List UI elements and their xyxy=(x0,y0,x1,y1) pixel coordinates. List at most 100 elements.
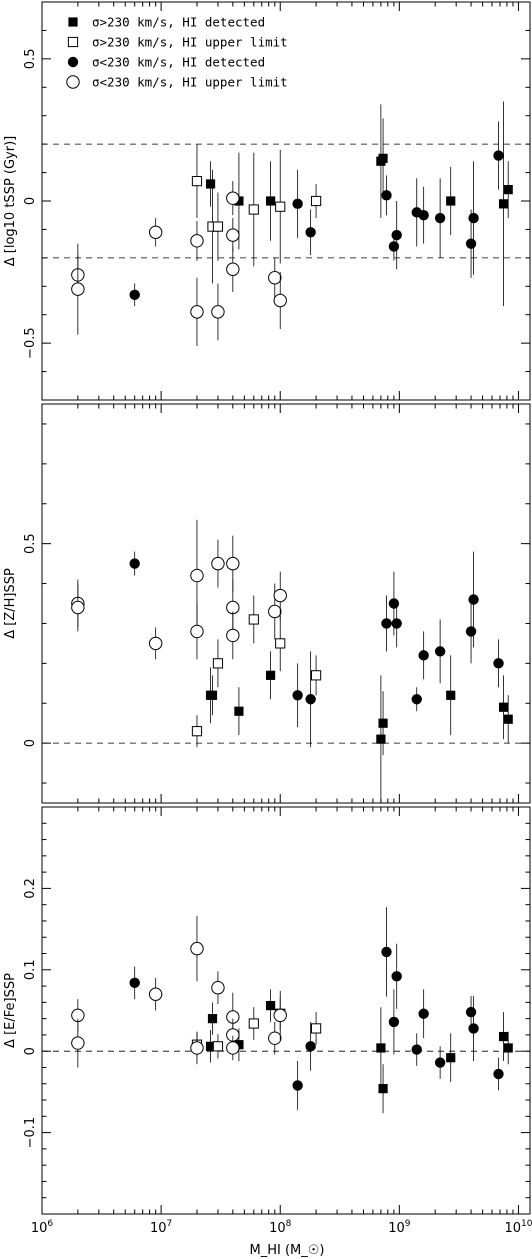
data-point-filled-square xyxy=(234,196,244,206)
data-point-open-square xyxy=(275,638,286,649)
x-tick-label: 107 xyxy=(150,1219,172,1236)
data-point-open-circle xyxy=(190,234,204,248)
y-axis-title: Δ [log10 tSSP (Gyr)] xyxy=(3,136,18,267)
data-point-open-circle xyxy=(226,1041,240,1055)
data-point-filled-circle xyxy=(388,241,400,252)
series-open-square xyxy=(191,144,322,284)
data-point-open-circle xyxy=(273,588,287,603)
data-point-open-circle xyxy=(190,941,204,956)
data-point-open-square xyxy=(191,726,203,737)
data-point-filled-circle xyxy=(129,558,140,569)
data-point-open-circle xyxy=(273,1008,287,1023)
data-point-filled-circle xyxy=(388,1016,400,1028)
data-point-filled-square xyxy=(265,670,276,680)
data-point-open-circle xyxy=(268,271,282,285)
data-point-open-circle xyxy=(226,228,240,242)
data-point-open-circle xyxy=(211,556,225,571)
legend-label: σ<230 km/s, HI upper limit xyxy=(92,75,288,90)
panel-frame xyxy=(41,806,531,1215)
data-point-open-circle xyxy=(190,568,204,583)
data-point-filled-circle xyxy=(391,229,402,241)
y-axis-title: Δ [Z/H]SSP xyxy=(3,568,18,639)
y-tick-label: 0.5 xyxy=(23,49,38,70)
data-point-filled-square xyxy=(376,734,386,744)
data-point-filled-circle xyxy=(468,1023,479,1034)
data-point-open-square xyxy=(67,36,79,48)
y-tick-label: 0 xyxy=(23,1047,38,1055)
x-tick-label: 109 xyxy=(388,1219,411,1236)
data-point-open-circle xyxy=(226,262,240,276)
data-point-filled-circle xyxy=(465,626,477,637)
data-point-open-circle xyxy=(71,282,85,296)
data-point-filled-square xyxy=(498,1031,509,1042)
data-point-filled-circle xyxy=(67,56,79,68)
data-point-filled-square xyxy=(265,1001,276,1011)
data-point-open-circle xyxy=(71,1036,85,1050)
data-point-filled-square xyxy=(207,690,218,700)
data-point-filled-circle xyxy=(381,618,392,629)
y-tick-label: 0 xyxy=(23,739,38,747)
data-point-filled-square xyxy=(446,690,456,700)
data-point-filled-circle xyxy=(411,694,422,705)
series-filled-square xyxy=(205,651,513,803)
data-point-filled-circle xyxy=(465,1006,477,1018)
data-point-filled-square xyxy=(498,199,509,209)
x-tick-label: 108 xyxy=(269,1219,292,1236)
data-point-open-circle xyxy=(268,604,282,619)
x-axis-title: M_HI (M_☉) xyxy=(250,1243,325,1258)
data-point-filled-circle xyxy=(434,1057,446,1068)
series-open-circle xyxy=(71,181,287,346)
data-point-filled-circle xyxy=(418,1008,429,1019)
data-point-filled-circle xyxy=(411,1044,422,1055)
data-point-open-square xyxy=(212,658,224,669)
data-point-filled-square xyxy=(503,1043,513,1053)
data-point-filled-circle xyxy=(391,971,402,982)
data-point-filled-circle xyxy=(305,227,316,238)
data-point-open-circle xyxy=(190,305,204,319)
chart-panel-1: 0.5 0 −0.5 Δ [log10 tSSP (Gyr)] xyxy=(3,1,531,401)
data-point-open-circle xyxy=(273,293,287,308)
data-point-filled-square xyxy=(234,1040,244,1050)
data-point-open-circle xyxy=(148,987,163,1001)
data-point-filled-square xyxy=(446,1053,456,1063)
x-axis: 106 107 108 109 1010 M_HI (M_☉) xyxy=(31,1219,532,1258)
series-filled-circle xyxy=(129,907,504,1110)
data-point-open-circle xyxy=(211,981,225,995)
data-point-filled-circle xyxy=(434,646,446,657)
chart-panel-3: 0.2 0.1 0 −0.1 Δ [E/Fe]SSP xyxy=(3,806,531,1215)
data-point-filled-circle xyxy=(305,1041,316,1052)
data-point-open-square xyxy=(212,1041,224,1052)
series-filled-circle xyxy=(129,551,504,748)
data-point-open-square xyxy=(310,670,322,681)
y-tick-label: 0.5 xyxy=(23,533,38,554)
data-point-filled-circle xyxy=(381,190,392,201)
data-point-open-circle xyxy=(268,1031,282,1045)
data-point-filled-circle xyxy=(418,210,429,221)
data-point-open-square xyxy=(248,614,259,625)
x-tick-label: 106 xyxy=(31,1219,54,1236)
data-point-open-circle xyxy=(148,225,163,239)
series-open-circle xyxy=(71,519,287,660)
data-point-filled-square xyxy=(265,196,276,206)
legend-label: σ>230 km/s, HI detected xyxy=(92,15,265,30)
y-tick-label: −0.5 xyxy=(23,327,38,359)
data-point-filled-square xyxy=(446,196,456,206)
data-point-filled-circle xyxy=(493,1068,504,1080)
data-point-filled-square xyxy=(378,153,388,163)
y-tick-label: −0.1 xyxy=(23,1117,38,1149)
series-filled-square xyxy=(205,989,513,1114)
legend: σ>230 km/s, HI detected σ>230 km/s, HI up… xyxy=(66,15,288,90)
series-filled-circle xyxy=(129,121,504,307)
y-tick-label: 0.1 xyxy=(23,959,38,980)
chart-panel-2: 0.5 0 Δ [Z/H]SSP xyxy=(3,403,531,804)
data-point-filled-square xyxy=(205,179,216,189)
data-point-filled-circle xyxy=(493,150,504,161)
data-point-filled-circle xyxy=(129,977,140,989)
data-point-filled-circle xyxy=(418,650,429,661)
data-point-open-square xyxy=(191,176,203,187)
data-point-filled-circle xyxy=(305,694,316,705)
data-point-open-circle xyxy=(226,556,240,571)
data-point-filled-square xyxy=(503,185,513,195)
data-point-open-circle xyxy=(226,191,240,205)
